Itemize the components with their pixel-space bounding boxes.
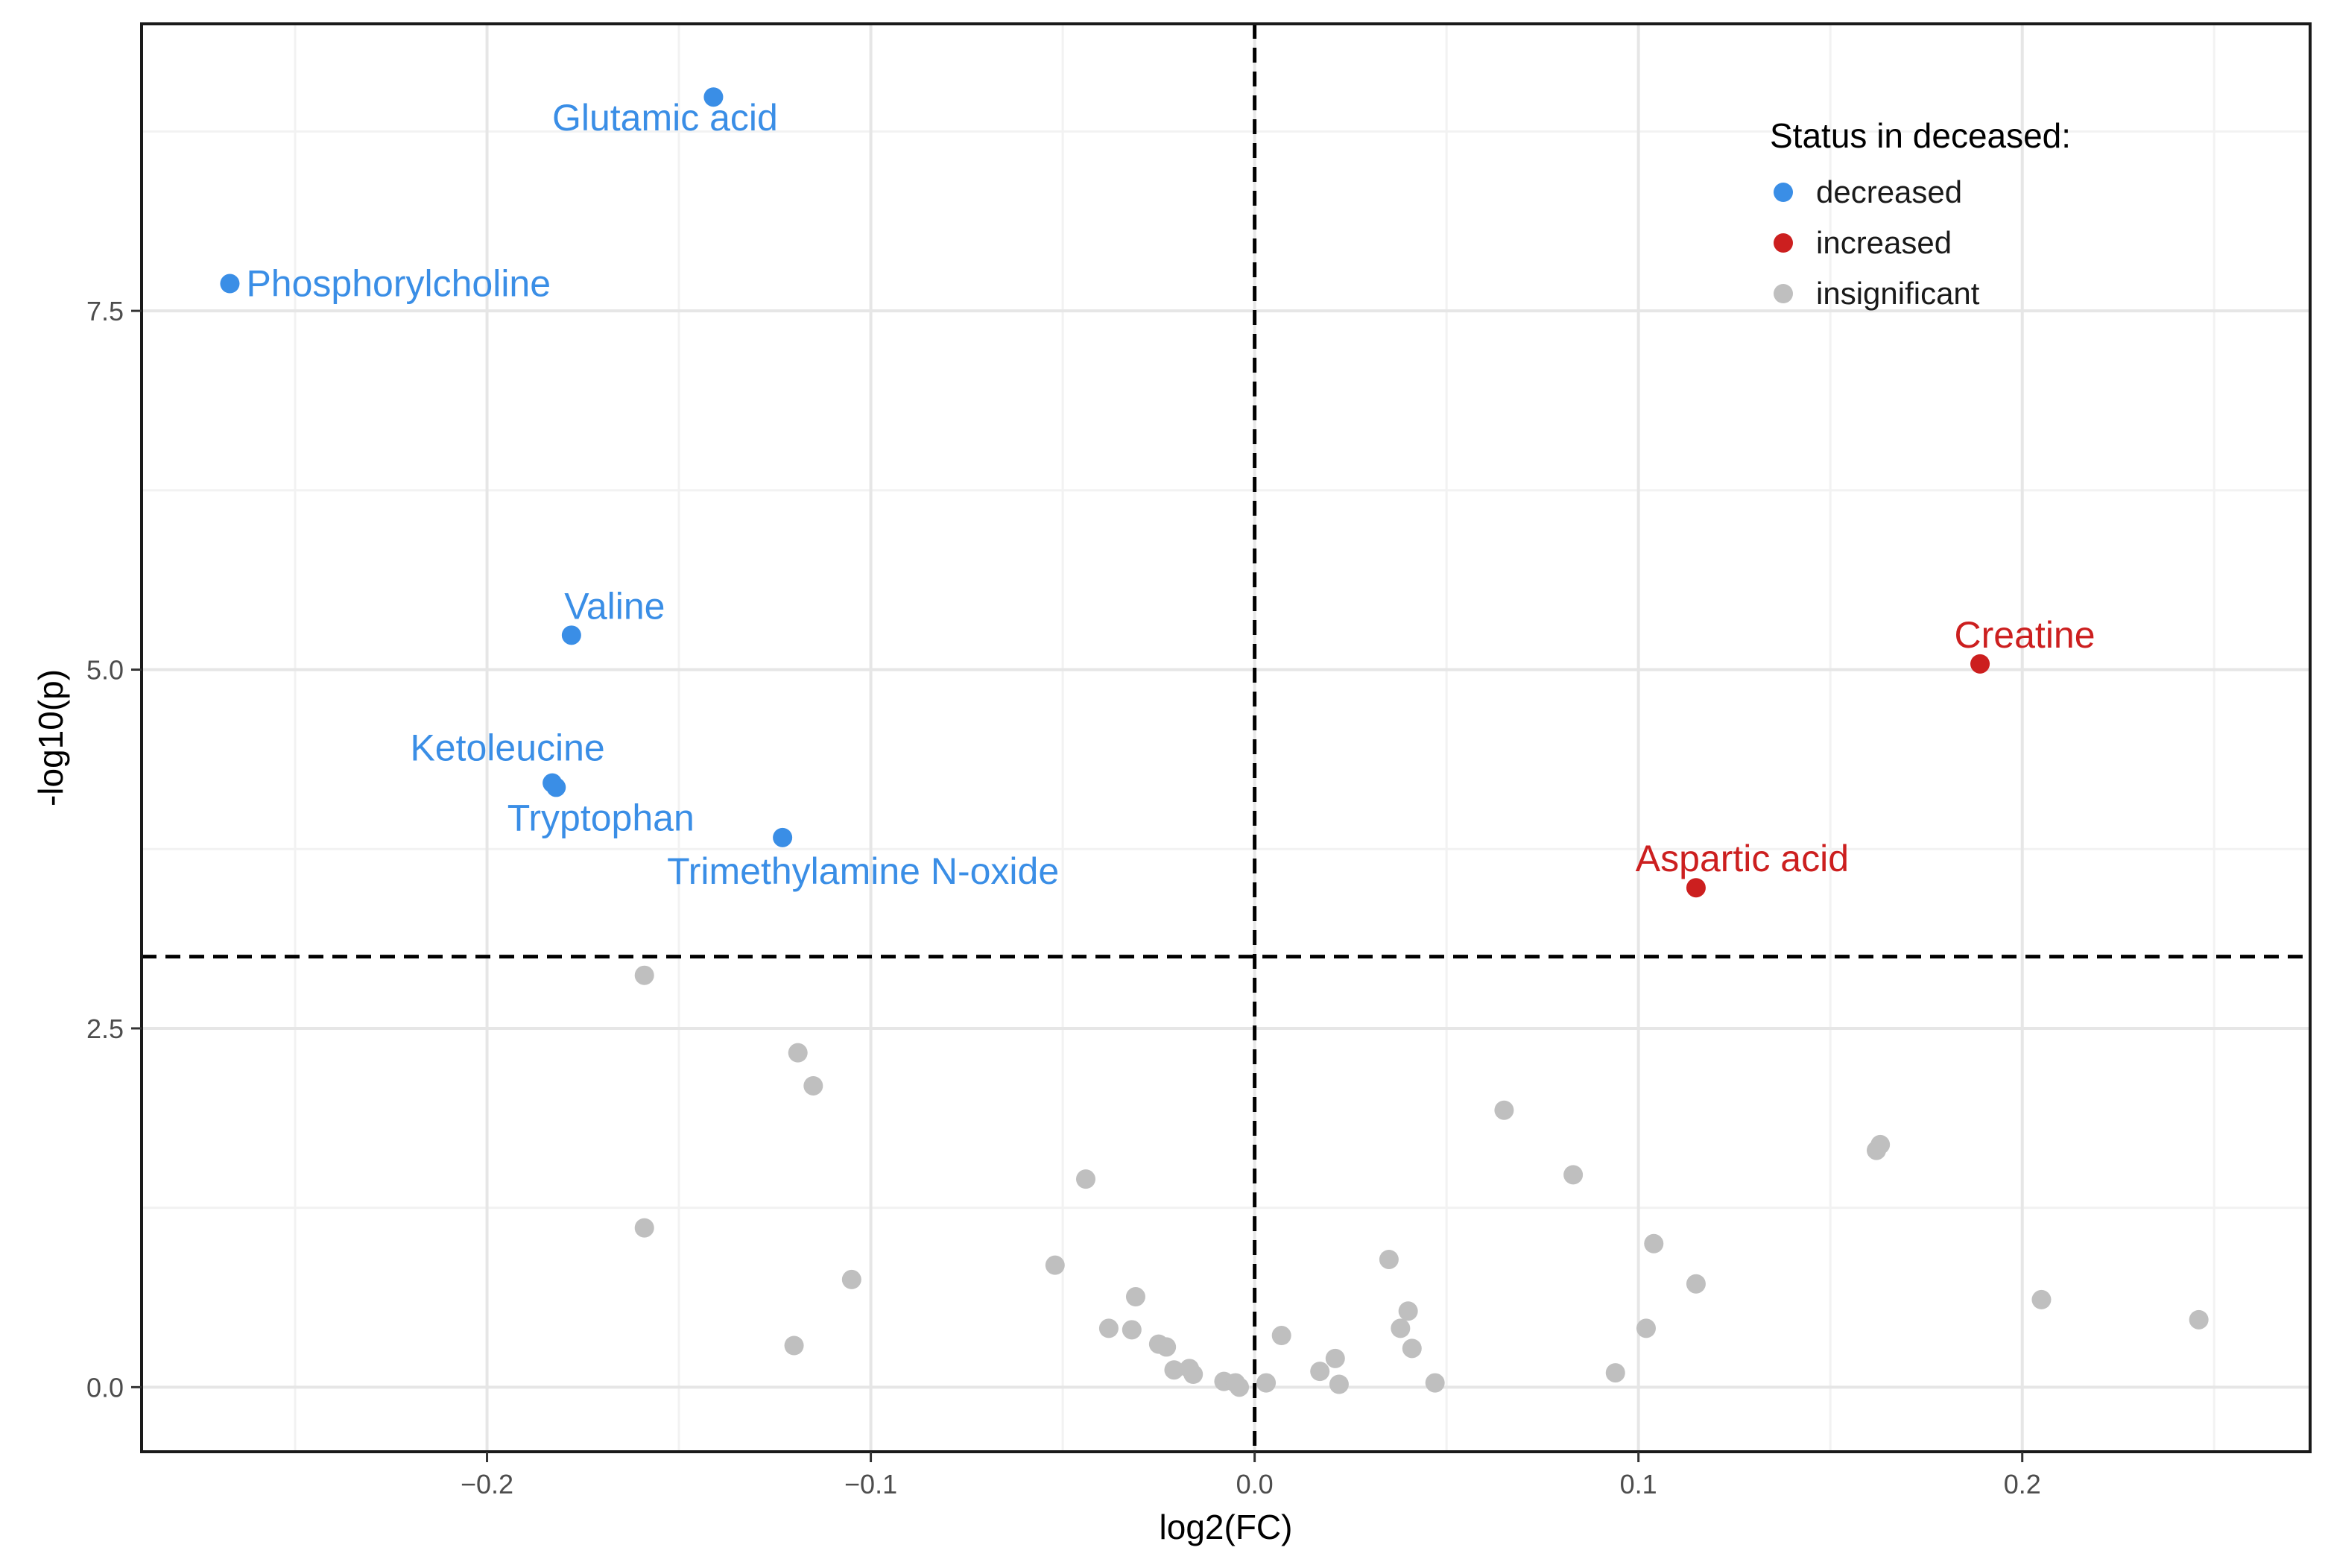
- data-point-insignificant: [1325, 1348, 1345, 1368]
- legend-title: Status in deceased:: [1770, 116, 2071, 155]
- y-tick-label: 0.0: [86, 1372, 124, 1403]
- x-tick-label: −0.2: [461, 1469, 513, 1499]
- data-point-insignificant: [1402, 1338, 1422, 1359]
- x-axis: −0.2 −0.1 0.0 0.1 0.2: [461, 1452, 2041, 1499]
- y-tick-label: 5.0: [86, 655, 124, 686]
- data-point-insignificant: [1605, 1363, 1625, 1383]
- data-point-decreased: [561, 625, 581, 645]
- legend-label-decreased: decreased: [1816, 174, 1962, 209]
- legend-key-increased: [1774, 233, 1793, 253]
- data-point-insignificant: [1164, 1360, 1184, 1380]
- grid: [142, 24, 2310, 1452]
- data-point-insignificant: [1494, 1100, 1514, 1120]
- data-point-insignificant: [2031, 1289, 2052, 1309]
- data-point-insignificant: [1157, 1337, 1177, 1357]
- data-point-insignificant: [1256, 1373, 1277, 1393]
- legend-label-increased: increased: [1816, 225, 1952, 260]
- point-label: Aspartic acid: [1636, 838, 1849, 879]
- data-point-decreased: [703, 87, 724, 107]
- y-tick-label: 7.5: [86, 296, 124, 326]
- data-point-insignificant: [1310, 1362, 1330, 1382]
- data-point-insignificant: [1644, 1233, 1664, 1254]
- legend-key-decreased: [1774, 183, 1793, 202]
- data-point-insignificant: [1391, 1318, 1411, 1338]
- x-tick-label: 0.0: [1236, 1469, 1274, 1499]
- y-tick-label: 2.5: [86, 1014, 124, 1044]
- data-point-insignificant: [1125, 1287, 1145, 1307]
- point-label: Valine: [564, 585, 665, 627]
- data-point-decreased: [773, 827, 793, 847]
- point-label: Trimethylamine N-oxide: [667, 850, 1059, 892]
- x-tick-label: −0.1: [844, 1469, 897, 1499]
- y-axis: 0.0 2.5 5.0 7.5: [86, 296, 142, 1403]
- data-point-insignificant: [1076, 1169, 1096, 1189]
- plot-panel-border: [140, 22, 2312, 1453]
- data-point-insignificant: [1329, 1374, 1349, 1394]
- point-label: Phosphorylcholine: [246, 263, 551, 305]
- data-point-insignificant: [1425, 1373, 1445, 1393]
- data-point-insignificant: [1271, 1326, 1291, 1346]
- data-point-decreased: [546, 777, 566, 797]
- data-point-insignificant: [1230, 1377, 1250, 1397]
- data-point-insignificant: [634, 1218, 654, 1238]
- data-point-insignificant: [1636, 1318, 1656, 1338]
- point-labels: Glutamic acid Phosphorylcholine Valine Keto…: [246, 97, 2095, 892]
- x-tick-label: 0.2: [2004, 1469, 2041, 1499]
- threshold-lines: [142, 24, 2310, 1452]
- data-point-insignificant: [634, 965, 654, 985]
- data-points: [220, 87, 2209, 1397]
- data-point-insignificant: [784, 1335, 804, 1356]
- data-point-insignificant: [1870, 1134, 1891, 1154]
- x-tick-label: 0.1: [1620, 1469, 1657, 1499]
- y-axis-title: -log10(p): [31, 669, 70, 806]
- point-label: Glutamic acid: [552, 97, 778, 139]
- data-point-insignificant: [1045, 1255, 1065, 1275]
- data-point-insignificant: [1122, 1320, 1142, 1340]
- data-point-insignificant: [2189, 1309, 2209, 1330]
- point-label: Ketoleucine: [410, 727, 604, 769]
- data-point-insignificant: [1686, 1274, 1706, 1294]
- legend-label-insignificant: insignificant: [1816, 276, 1980, 311]
- data-point-insignificant: [1098, 1318, 1119, 1338]
- data-point-insignificant: [841, 1269, 861, 1289]
- legend: Status in deceased: decreased increased in…: [1770, 116, 2071, 311]
- legend-key-insignificant: [1774, 284, 1793, 303]
- data-point-insignificant: [1379, 1249, 1399, 1269]
- data-point-insignificant: [803, 1075, 823, 1096]
- data-point-decreased: [220, 274, 240, 294]
- point-label: Creatine: [1955, 614, 2095, 656]
- data-point-increased: [1686, 878, 1706, 898]
- data-point-insignificant: [1183, 1365, 1203, 1385]
- data-point-increased: [1970, 654, 1990, 674]
- data-point-insignificant: [1563, 1165, 1584, 1185]
- data-point-insignificant: [1398, 1301, 1418, 1321]
- point-label: Tryptophan: [507, 797, 695, 838]
- data-point-insignificant: [788, 1043, 808, 1063]
- x-axis-title: log2(FC): [1160, 1508, 1293, 1546]
